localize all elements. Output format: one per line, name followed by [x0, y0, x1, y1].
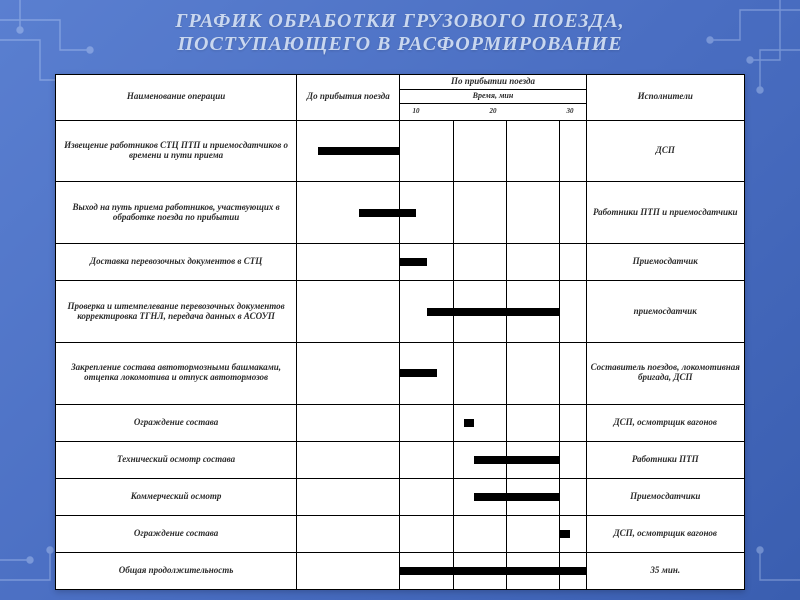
col-operation: Наименование операции [56, 75, 297, 121]
op-cell: Технический осмотр состава [56, 441, 297, 478]
table-row: Общая продолжительность 35 мин. [56, 552, 745, 589]
exec-cell: ДСП, осмотрщик вагонов [586, 404, 745, 441]
guide-line [559, 442, 560, 478]
col-time-ticks: 10 20 30 [400, 103, 586, 120]
gantt-bar [400, 209, 416, 217]
gantt-bar [359, 209, 400, 217]
after-cell [400, 515, 586, 552]
exec-cell: приемосдатчик [586, 281, 745, 343]
before-cell [297, 441, 400, 478]
table-row: Технический осмотр состава Работники ПТП [56, 441, 745, 478]
col-after: По прибытии поезда [400, 75, 586, 90]
table-row: Доставка перевозочных документов в СТЦ Пр… [56, 244, 745, 281]
guide-line [506, 244, 507, 280]
after-cell [400, 281, 586, 343]
gantt-bar [318, 147, 400, 155]
guide-line [506, 516, 507, 552]
exec-cell: ДСП [586, 120, 745, 182]
guide-line [453, 405, 454, 441]
after-cell [400, 404, 586, 441]
exec-cell: Приемосдатчик [586, 244, 745, 281]
after-cell [400, 478, 586, 515]
time-tick: 30 [566, 108, 573, 116]
guide-line [453, 244, 454, 280]
before-cell [297, 120, 400, 182]
guide-line [506, 121, 507, 182]
table-row: Выход на путь приема работников, участву… [56, 182, 745, 244]
title-line2: ПОСТУПАЮЩЕГО В РАСФОРМИРОВАНИЕ [177, 33, 622, 55]
exec-cell: Составитель поездов, локомотивная бригад… [586, 342, 745, 404]
exec-cell: Работники ПТП и приемосдатчики [586, 182, 745, 244]
guide-line [559, 244, 560, 280]
op-cell: Ограждение состава [56, 515, 297, 552]
guide-line [506, 343, 507, 404]
gantt-bar [400, 369, 437, 377]
guide-line [506, 405, 507, 441]
page-title: ГРАФИК ОБРАБОТКИ ГРУЗОВОГО ПОЕЗДА, ПОСТУ… [0, 10, 800, 56]
table-row: Извещение работников СТЦ ПТП и приемосда… [56, 120, 745, 182]
before-cell [297, 342, 400, 404]
guide-line [559, 343, 560, 404]
col-executors: Исполнители [586, 75, 745, 121]
guide-line [559, 121, 560, 182]
after-cell [400, 552, 586, 589]
after-cell [400, 441, 586, 478]
gantt-bar [474, 456, 559, 464]
gantt-table: Наименование операции До прибытия поезда… [55, 74, 745, 590]
exec-cell: Приемосдатчики [586, 478, 745, 515]
op-cell: Ограждение состава [56, 404, 297, 441]
after-cell [400, 120, 586, 182]
title-line1: ГРАФИК ОБРАБОТКИ ГРУЗОВОГО ПОЕЗДА, [175, 10, 624, 32]
guide-line [453, 516, 454, 552]
op-cell: Доставка перевозочных документов в СТЦ [56, 244, 297, 281]
op-cell: Выход на путь приема работников, участву… [56, 182, 297, 244]
exec-cell: 35 мин. [586, 552, 745, 589]
gantt-bar [559, 530, 570, 538]
table-row: Коммерческий осмотр Приемосдатчики [56, 478, 745, 515]
guide-line [559, 182, 560, 243]
after-cell [400, 342, 586, 404]
after-cell [400, 182, 586, 244]
table-head: Наименование операции До прибытия поезда… [56, 75, 745, 121]
before-cell [297, 281, 400, 343]
exec-cell: ДСП, осмотрщик вагонов [586, 515, 745, 552]
guide-line [559, 405, 560, 441]
before-cell [297, 478, 400, 515]
gantt-bar [400, 567, 585, 575]
guide-line [453, 121, 454, 182]
exec-cell: Работники ПТП [586, 441, 745, 478]
op-cell: Извещение работников СТЦ ПТП и приемосда… [56, 120, 297, 182]
time-tick: 20 [489, 108, 496, 116]
before-cell [297, 552, 400, 589]
guide-line [453, 479, 454, 515]
guide-line [559, 479, 560, 515]
before-cell [297, 182, 400, 244]
gantt-bar [464, 419, 475, 427]
table-row: Ограждение состава ДСП, осмотрщик вагонов [56, 515, 745, 552]
after-cell [400, 244, 586, 281]
gantt-bar [474, 493, 559, 501]
op-cell: Коммерческий осмотр [56, 478, 297, 515]
guide-line [453, 442, 454, 478]
before-cell [297, 244, 400, 281]
guide-line [506, 182, 507, 243]
guide-line [453, 343, 454, 404]
table-row: Закрепление состава автотормозными башма… [56, 342, 745, 404]
op-cell: Общая продолжительность [56, 552, 297, 589]
col-time-label: Время, мин [400, 89, 586, 103]
gantt-sheet: Наименование операции До прибытия поезда… [55, 74, 745, 590]
table-row: Ограждение состава ДСП, осмотрщик вагонов [56, 404, 745, 441]
before-cell [297, 515, 400, 552]
guide-line [453, 182, 454, 243]
gantt-bar [427, 308, 559, 316]
col-before: До прибытия поезда [297, 75, 400, 121]
op-cell: Проверка и штемпелевание перевозочных до… [56, 281, 297, 343]
time-tick: 10 [412, 108, 419, 116]
op-cell: Закрепление состава автотормозными башма… [56, 342, 297, 404]
table-row: Проверка и штемпелевание перевозочных до… [56, 281, 745, 343]
before-cell [297, 404, 400, 441]
table-body: Извещение работников СТЦ ПТП и приемосда… [56, 120, 745, 589]
guide-line [559, 281, 560, 342]
gantt-bar [400, 258, 426, 266]
